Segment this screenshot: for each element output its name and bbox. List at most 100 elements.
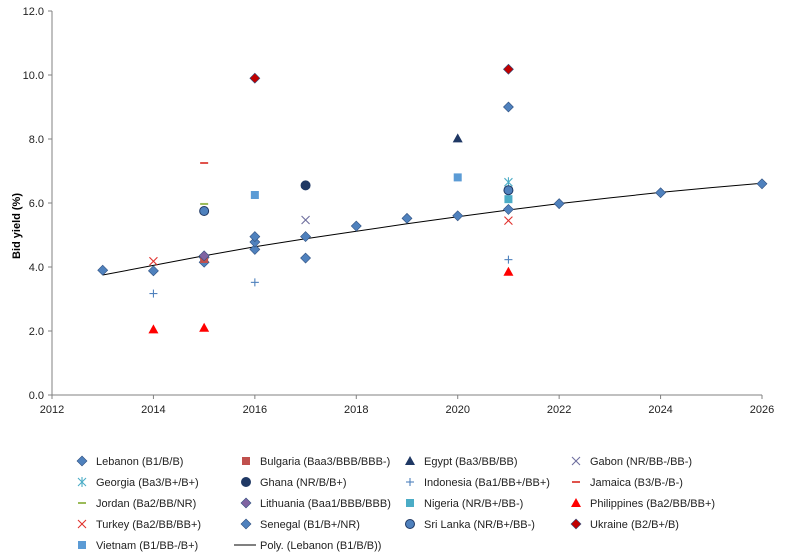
- data-point: [198, 250, 210, 262]
- series-lebanon: [97, 178, 768, 277]
- legend-item: Nigeria (NR/B+/BB-): [406, 498, 523, 510]
- series-nigeria: [504, 195, 513, 204]
- legend-swatch: [78, 541, 86, 549]
- legend-label: Nigeria (NR/B+/BB-): [424, 498, 523, 510]
- legend-swatch: [77, 477, 87, 487]
- legend-label: Ghana (NR/B/B+): [260, 477, 347, 489]
- series-indonesia: [149, 255, 513, 298]
- x-tick-label: 2026: [750, 404, 774, 416]
- y-axis-label: Bid yield (%): [11, 193, 23, 259]
- data-point: [553, 198, 565, 210]
- legend-label: Sri Lanka (NR/B+/BB-): [424, 519, 535, 531]
- data-point: [249, 231, 261, 243]
- series-vietnam: [250, 173, 462, 199]
- marker-stroke: [301, 215, 310, 225]
- data-point: [504, 216, 513, 225]
- legend-swatch: [571, 498, 581, 507]
- x-tick-label: 2014: [141, 404, 165, 416]
- legend-item: Egypt (Ba3/BB/BB): [405, 456, 518, 468]
- data-point: [149, 289, 158, 298]
- legend-label: Philippines (Ba2/BB/BB+): [590, 498, 715, 510]
- data-point: [300, 180, 311, 191]
- data-point: [148, 324, 159, 334]
- marker-stroke: [149, 256, 158, 266]
- series-jordan: [200, 202, 209, 205]
- legend-swatch: [77, 519, 87, 529]
- data-point: [249, 243, 261, 255]
- data-point: [452, 210, 464, 222]
- series-sri: [199, 185, 514, 216]
- data-point: [300, 252, 311, 264]
- data-point: [199, 206, 210, 216]
- trendline-layer: [102, 182, 763, 276]
- data-point: [401, 212, 413, 224]
- series-jamaica: [200, 162, 209, 164]
- data-point: [655, 187, 666, 199]
- legend-item: Indonesia (Ba1/BB+/BB+): [406, 477, 550, 489]
- legend-label: Lebanon (B1/B/B): [96, 456, 183, 468]
- legend-label: Jordan (Ba2/BB/NR): [96, 498, 196, 510]
- y-tick-label: 2.0: [29, 326, 44, 338]
- legend-swatch: [405, 456, 415, 465]
- chart-axes: 0.0 2.0 4.0 6.0 8.0 10.0 12.0 2012 2014 2016 2018 2…: [23, 6, 775, 416]
- data-point: [756, 178, 768, 190]
- legend-item: Jordan (Ba2/BB/NR): [78, 498, 196, 510]
- legend-swatch: [405, 519, 415, 529]
- data-point: [504, 195, 513, 204]
- legend-label: Egypt (Ba3/BB/BB): [424, 456, 518, 468]
- series-philippines: [148, 266, 514, 334]
- legend: Lebanon (B1/B/B) Bulgaria (Baa3/BBB/BBB-)…: [76, 455, 715, 552]
- legend-label: Senegal (B1/B+/NR): [260, 519, 360, 531]
- data-point: [503, 203, 514, 215]
- legend-label: Vietnam (B1/BB-/B+): [96, 540, 198, 552]
- data-point: [200, 162, 209, 164]
- series-ukraine: [249, 63, 514, 84]
- series-senegal: [503, 101, 514, 113]
- data-point: [301, 215, 310, 225]
- legend-swatch: [242, 457, 250, 465]
- data-point: [503, 266, 514, 276]
- series-ghana: [300, 180, 311, 191]
- data-point: [453, 173, 462, 182]
- legend-item: Lithuania (Baa1/BBB/BBB): [240, 497, 391, 510]
- x-tick-label: 2024: [648, 404, 672, 416]
- legend-swatch: [406, 478, 414, 486]
- legend-swatch: [571, 456, 581, 466]
- legend-swatch: [570, 518, 582, 530]
- series-lithuania: [198, 250, 210, 262]
- marker-stroke: [77, 519, 87, 529]
- data-point: [350, 220, 362, 232]
- legend-item: Lebanon (B1/B/B): [76, 455, 183, 468]
- legend-label: Indonesia (Ba1/BB+/BB+): [424, 477, 550, 489]
- legend-item: Senegal (B1/B+/NR): [240, 518, 360, 531]
- legend-item: Sri Lanka (NR/B+/BB-): [405, 519, 535, 531]
- data-points-layer: [97, 63, 768, 334]
- data-point: [199, 322, 210, 332]
- data-point: [97, 264, 109, 276]
- data-point: [504, 255, 513, 264]
- legend-item: Georgia (Ba3/B+/B+): [77, 477, 199, 489]
- data-point: [250, 278, 259, 287]
- legend-swatch: [240, 497, 252, 509]
- data-point: [200, 202, 209, 205]
- y-tick-label: 4.0: [29, 262, 44, 274]
- y-tick-label: 10.0: [23, 70, 44, 82]
- legend-label: Lithuania (Baa1/BBB/BBB): [260, 498, 391, 510]
- legend-item: Bulgaria (Baa3/BBB/BBB-): [242, 456, 390, 468]
- series-egypt: [452, 133, 463, 143]
- data-point: [503, 63, 514, 75]
- x-tick-label: 2022: [547, 404, 571, 416]
- data-point: [148, 265, 159, 277]
- legend-label: Gabon (NR/BB-/BB-): [590, 456, 692, 468]
- legend-label: Georgia (Ba3/B+/B+): [96, 477, 199, 489]
- legend-label: Turkey (Ba2/BB/BB+): [96, 519, 201, 531]
- legend-swatch: [240, 518, 252, 530]
- x-tick-label: 2012: [40, 404, 64, 416]
- legend-item: Ukraine (B2/B+/B): [570, 518, 679, 531]
- data-point: [503, 185, 514, 196]
- data-point: [503, 101, 514, 113]
- legend-label: Jamaica (B3/B-/B-): [590, 477, 683, 489]
- legend-item: Ghana (NR/B/B+): [241, 477, 347, 489]
- legend-item: Gabon (NR/BB-/BB-): [571, 456, 692, 468]
